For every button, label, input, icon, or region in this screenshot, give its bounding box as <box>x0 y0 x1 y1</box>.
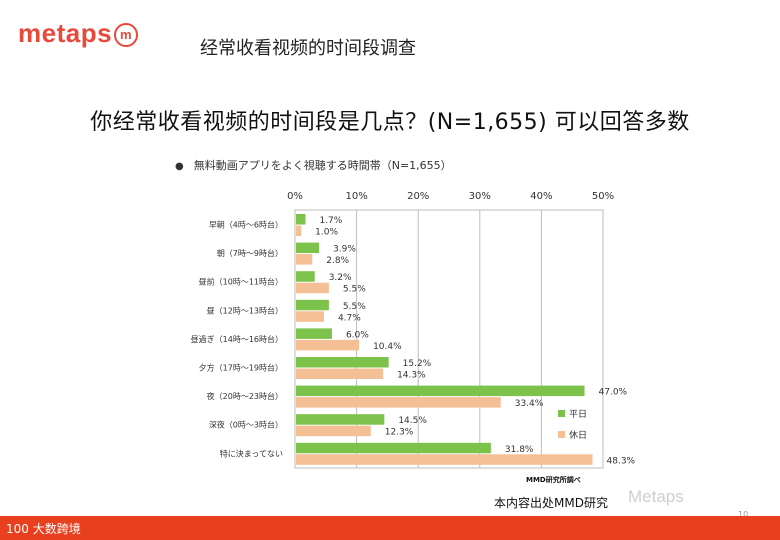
category-label: 早朝（4時～6時台） <box>209 220 283 230</box>
data-label: 33.4% <box>515 399 544 409</box>
data-label: 5.5% <box>343 285 366 295</box>
page-number: 10 <box>738 510 749 519</box>
data-label: 3.2% <box>329 273 352 283</box>
bar-weekday <box>296 328 332 339</box>
category-label: 昼過ぎ（14時～16時台） <box>191 334 283 344</box>
data-label: 1.0% <box>315 228 338 238</box>
category-label: 夜（20時～23時台） <box>207 391 283 401</box>
bar-holiday <box>296 282 329 294</box>
category-label: 昼前（10時～11時台） <box>199 277 283 287</box>
x-tick-label: 40% <box>530 191 552 202</box>
category-label: 深夜（0時～3時台） <box>209 420 283 430</box>
category-label: 朝（7時～9時台） <box>217 248 283 258</box>
bar-holiday <box>296 311 324 322</box>
data-label: 2.8% <box>326 256 349 266</box>
data-label: 12.3% <box>385 428 414 438</box>
bar-weekday <box>296 299 329 311</box>
x-tick-label: 50% <box>592 191 614 202</box>
source-note: 本内容出处MMD研究 <box>494 496 608 510</box>
chart-subtitle: ● 無料動画アプリをよく視聴する時間帯（N=1,655） <box>175 157 452 173</box>
footer-bar: 100 大数跨境 <box>0 516 780 540</box>
question-heading: 你经常收看视频的时间段是几点？(N=1,655) 可以回答多数 <box>90 110 690 135</box>
data-label: 14.3% <box>397 371 426 381</box>
data-label: 3.9% <box>333 245 356 255</box>
category-label: 昼（12時～13時台） <box>207 305 283 315</box>
chart-subtitle-text: 無料動画アプリをよく視聴する時間帯（N=1,655） <box>193 159 452 172</box>
bar-holiday <box>296 397 501 408</box>
logo-mark-icon: m <box>114 23 139 47</box>
metaps-logo: metaps m <box>18 18 139 49</box>
category-label: 特に決まってない <box>220 448 283 458</box>
footer-text: 100 大数跨境 <box>6 522 81 536</box>
data-label: 4.7% <box>338 313 361 323</box>
data-label: 1.7% <box>319 216 342 226</box>
bar-holiday <box>296 454 593 465</box>
bar-weekday <box>296 414 385 425</box>
data-label: 5.5% <box>343 302 366 312</box>
bar-holiday <box>296 368 384 379</box>
data-label: 48.3% <box>607 456 636 466</box>
bar-holiday <box>296 254 313 265</box>
x-tick-label: 20% <box>407 191 429 202</box>
legend-swatch <box>558 410 565 417</box>
legend-swatch <box>558 431 565 438</box>
x-tick-label: 10% <box>345 191 367 202</box>
x-tick-label: 30% <box>469 191 491 202</box>
bar-weekday <box>296 385 585 397</box>
bar-weekday <box>296 214 306 225</box>
bar-weekday <box>296 271 315 282</box>
data-label: 10.4% <box>373 342 402 352</box>
bar-weekday <box>296 242 320 254</box>
bar-weekday <box>296 442 491 454</box>
data-label: 6.0% <box>346 330 369 340</box>
category-label: 夕方（17時～19時台） <box>199 363 283 373</box>
bar-holiday <box>296 339 360 351</box>
data-label: 14.5% <box>398 416 427 426</box>
legend-label: 休日 <box>569 429 587 441</box>
bar-holiday <box>296 425 371 437</box>
legend-label: 平日 <box>569 409 587 420</box>
slide-title: 经常收看视频的时间段调查 <box>200 38 416 59</box>
watermark: Metaps <box>628 487 684 506</box>
plot-border <box>294 209 604 469</box>
bullet-icon: ● <box>175 161 184 172</box>
chart-footnote: MMD研究所調べ <box>526 475 581 484</box>
bar-holiday <box>296 225 302 236</box>
logo-text: metaps <box>18 18 113 48</box>
bar-weekday <box>296 357 389 368</box>
data-label: 47.0% <box>599 388 628 398</box>
x-tick-label: 0% <box>287 191 303 202</box>
data-label: 31.8% <box>505 445 534 455</box>
data-label: 15.2% <box>403 359 432 369</box>
